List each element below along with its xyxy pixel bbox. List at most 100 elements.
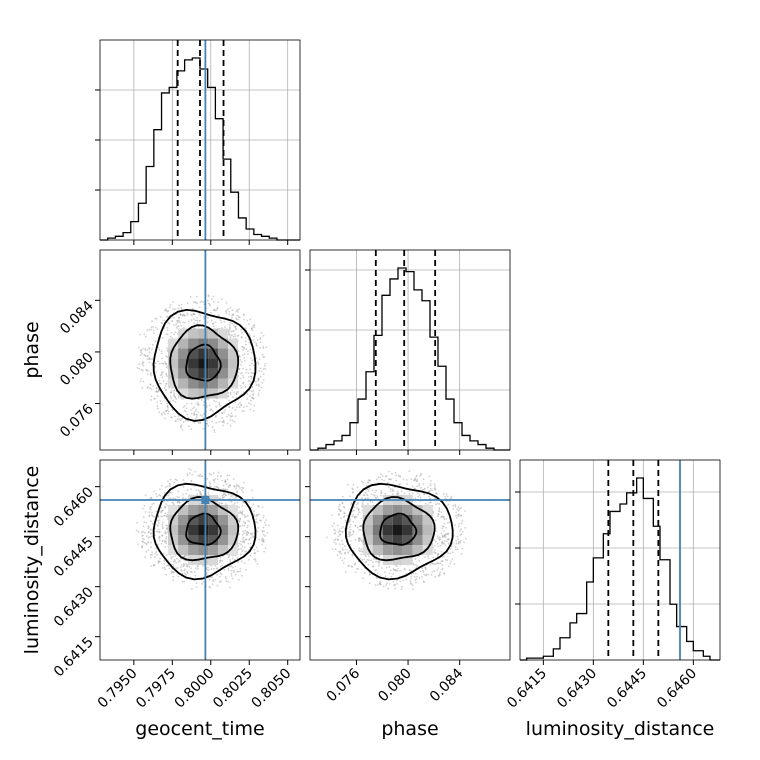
- sample-point: [343, 506, 346, 509]
- sample-point: [166, 329, 169, 332]
- sample-point: [192, 318, 195, 320]
- sample-point: [176, 501, 179, 504]
- sample-point: [378, 583, 381, 585]
- sample-point: [224, 310, 227, 313]
- sample-point: [372, 494, 375, 496]
- sample-point: [239, 487, 241, 489]
- sample-point: [170, 557, 173, 560]
- sample-point: [140, 377, 142, 380]
- sample-point: [220, 502, 223, 505]
- sample-point: [185, 420, 187, 422]
- sample-point: [438, 574, 441, 577]
- contour-1sigma: [185, 512, 222, 546]
- sample-point: [389, 569, 392, 572]
- sample-point: [456, 508, 459, 511]
- sample-point: [366, 484, 368, 487]
- sample-point: [414, 477, 417, 480]
- sample-point: [424, 566, 427, 569]
- sample-point: [388, 583, 391, 585]
- sample-point: [190, 313, 192, 316]
- sample-point: [169, 491, 171, 494]
- sample-point: [247, 353, 249, 356]
- sample-point: [165, 372, 168, 375]
- sample-point: [179, 321, 182, 324]
- sample-point: [171, 337, 174, 339]
- sample-point: [366, 481, 369, 484]
- sample-point: [225, 301, 228, 304]
- sample-point: [240, 404, 242, 407]
- sample-point: [202, 428, 205, 430]
- sample-point: [235, 485, 238, 488]
- sample-point: [147, 527, 150, 530]
- sample-point: [172, 555, 174, 558]
- hist-panel-luminosity-distance: 0.6415 0.6430 0.6445 0.6460: [504, 459, 721, 711]
- density-cell: [198, 515, 209, 525]
- sample-point: [341, 531, 344, 533]
- sample-point: [220, 298, 223, 301]
- sample-point: [251, 396, 254, 399]
- sample-point: [422, 483, 425, 485]
- sample-point: [459, 539, 462, 542]
- sample-point: [142, 380, 145, 383]
- sample-point: [186, 473, 189, 476]
- sample-point: [445, 540, 448, 543]
- sample-point: [242, 530, 244, 533]
- sample-point: [246, 524, 249, 527]
- sample-point: [359, 537, 362, 540]
- sample-point: [224, 480, 227, 483]
- sample-point: [200, 300, 203, 303]
- sample-point: [158, 539, 161, 542]
- sample-point: [162, 380, 165, 382]
- sample-point: [218, 402, 221, 404]
- sample-point: [225, 580, 228, 583]
- sample-point: [402, 579, 404, 582]
- sample-point: [180, 303, 183, 306]
- sample-point: [418, 494, 421, 496]
- sample-point: [151, 522, 154, 525]
- sample-point: [385, 475, 388, 477]
- sample-point: [348, 519, 351, 522]
- xlabel-geocent-time: geocent_time: [135, 718, 264, 740]
- sample-point: [439, 571, 442, 574]
- sample-point: [352, 530, 355, 533]
- sample-point: [365, 560, 368, 563]
- sample-point: [238, 367, 241, 370]
- sample-point: [194, 319, 197, 322]
- sample-point: [415, 578, 418, 581]
- sample-point: [249, 532, 252, 535]
- sample-point: [175, 420, 178, 423]
- sample-point: [178, 317, 180, 320]
- sample-point: [436, 502, 439, 505]
- sample-point: [161, 509, 164, 511]
- sample-point: [366, 494, 369, 497]
- sample-point: [389, 488, 392, 490]
- sample-point: [151, 554, 153, 556]
- sample-point: [163, 514, 166, 517]
- sample-point: [229, 560, 232, 563]
- sample-point: [171, 570, 174, 573]
- sample-point: [351, 553, 354, 556]
- sample-point: [142, 516, 145, 518]
- sample-point: [174, 396, 177, 399]
- sample-point: [180, 566, 182, 569]
- joint-content: [310, 470, 510, 591]
- sample-point: [433, 539, 436, 542]
- joint-ytick-label: 0.6445: [51, 534, 97, 580]
- sample-point: [218, 420, 221, 423]
- sample-point: [172, 575, 175, 578]
- sample-point: [161, 376, 164, 379]
- sample-point: [354, 524, 357, 527]
- sample-point: [208, 472, 211, 475]
- sample-point: [433, 497, 436, 500]
- density-cell: [392, 515, 403, 525]
- sample-point: [367, 479, 370, 481]
- sample-point: [192, 313, 195, 315]
- sample-point: [262, 379, 265, 381]
- sample-point: [388, 566, 391, 568]
- density-cell: [372, 505, 383, 515]
- sample-point: [230, 415, 233, 418]
- density-cell: [168, 338, 179, 349]
- sample-point: [443, 535, 446, 538]
- sample-point: [219, 559, 222, 562]
- sample-point: [377, 561, 380, 564]
